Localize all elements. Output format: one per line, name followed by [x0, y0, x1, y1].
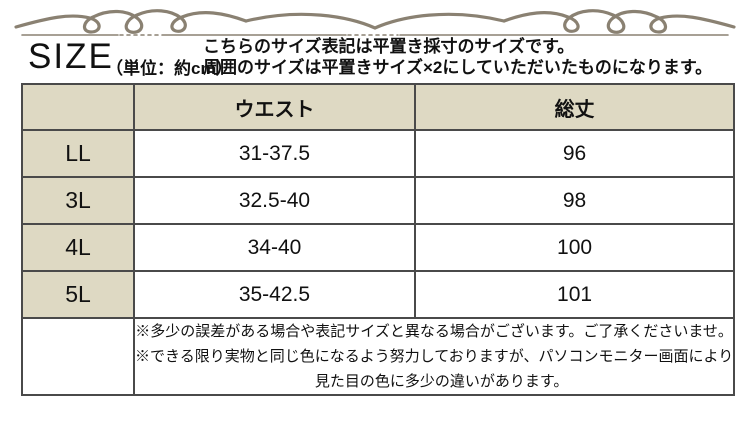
- size-chart-table: ウエスト 総丈 LL 31-37.5 96 3L 32.5-40 98 4L 3…: [21, 83, 736, 396]
- size-label-cell: 3L: [21, 176, 135, 225]
- table-row: 5L 35-42.5 101: [21, 270, 736, 319]
- table-header-row: ウエスト 総丈: [21, 83, 736, 131]
- header-length: 総丈: [413, 83, 736, 131]
- table-notes-row: ※多少の誤差がある場合や表記サイズと異なる場合がございます。ご了承くださいませ。…: [21, 317, 736, 396]
- table-row: 3L 32.5-40 98: [21, 176, 736, 225]
- ornamental-divider-icon: [14, 9, 736, 36]
- header-waist: ウエスト: [133, 83, 416, 131]
- size-label-cell: 5L: [21, 270, 135, 319]
- intro-line-2: 周囲のサイズは平置きサイズ×2にしていただいたものになります。: [203, 58, 713, 77]
- length-value-cell: 101: [413, 270, 736, 319]
- table-row: 4L 34-40 100: [21, 223, 736, 272]
- intro-line-1: こちらのサイズ表記は平置き採寸のサイズです。: [203, 37, 575, 56]
- length-value-cell: 98: [413, 176, 736, 225]
- note-line-2: ※できる限り実物と同じ色になるよう努力しておりますが、パソコンモニター画面により: [135, 348, 734, 365]
- length-value-cell: 100: [413, 223, 736, 272]
- page-title: SIZE: [28, 37, 114, 76]
- unit-label: （単位：約cm）: [106, 59, 233, 78]
- length-value-cell: 96: [413, 129, 736, 178]
- note-line-3: 見た目の色に多少の違いがあります。: [314, 373, 569, 390]
- note-spacer-cell: [21, 317, 135, 396]
- waist-value-cell: 31-37.5: [133, 129, 416, 178]
- table-row: LL 31-37.5 96: [21, 129, 736, 178]
- waist-value-cell: 34-40: [133, 223, 416, 272]
- size-label-cell: 4L: [21, 223, 135, 272]
- size-label-cell: LL: [21, 129, 135, 178]
- notes-cell: ※多少の誤差がある場合や表記サイズと異なる場合がございます。ご了承くださいませ。…: [132, 317, 736, 396]
- waist-value-cell: 32.5-40: [133, 176, 416, 225]
- header-size-blank: [21, 83, 135, 131]
- waist-value-cell: 35-42.5: [133, 270, 416, 319]
- note-line-1: ※多少の誤差がある場合や表記サイズと異なる場合がございます。ご了承くださいませ。: [135, 323, 733, 340]
